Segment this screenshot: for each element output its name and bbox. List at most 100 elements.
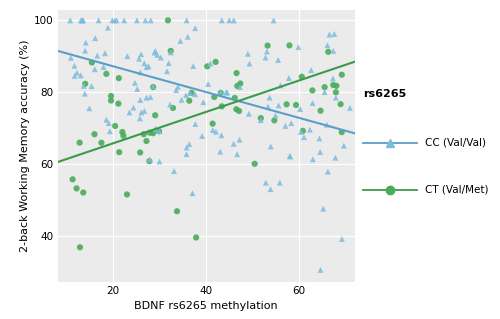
Point [149,130,157,136]
Point [186,142,194,147]
Point [151,113,159,118]
Point [324,49,332,54]
Point [112,18,120,23]
Point [140,61,148,66]
Point [133,18,141,23]
Point [324,169,332,174]
Point [136,150,144,155]
Point [191,26,199,31]
Point [236,85,244,90]
Point [203,64,211,69]
Point [136,97,144,102]
Point [88,84,96,89]
Point [76,140,84,145]
Point [189,63,197,69]
Point [79,18,87,23]
Point [320,85,328,90]
Point [166,48,174,53]
Point [212,129,220,134]
Point [206,61,214,66]
Point [256,118,264,123]
Point [332,90,340,95]
Point [105,121,113,126]
Point [163,69,171,74]
Point [166,102,174,107]
Point [123,192,131,197]
Point [81,81,89,86]
Point [142,64,150,70]
Point [236,81,244,86]
Point [230,141,237,146]
Point [147,18,155,23]
Point [126,110,134,115]
Point [198,133,206,138]
Point [236,137,244,142]
Point [307,68,315,73]
Point [68,177,76,182]
Point [308,100,316,106]
Point [174,84,182,89]
Point [340,143,348,148]
Point [266,187,274,192]
Point [182,145,190,150]
Point [338,236,346,241]
Point [233,83,241,88]
Point [306,127,314,132]
Point [66,18,74,23]
Point [316,149,324,154]
Point [98,140,106,145]
Point [100,64,108,70]
Point [188,191,196,196]
Point [86,106,94,111]
Point [124,54,132,59]
Point [144,64,152,69]
Point [81,48,89,53]
Point [170,168,178,174]
Point [276,180,284,185]
Point [204,81,212,86]
Point [257,115,265,121]
Point [110,18,118,23]
Point [287,121,295,126]
Point [156,129,164,134]
Point [136,116,144,121]
Point [101,51,109,56]
Point [70,73,78,78]
Point [149,84,157,89]
Point [90,132,98,137]
Point [330,31,338,36]
Point [218,104,226,109]
Point [218,133,226,138]
Point [77,73,85,78]
Point [115,150,123,155]
Point [263,49,271,54]
Point [107,93,115,99]
Point [235,108,243,114]
Point [73,70,81,75]
Point [157,55,165,60]
Point [178,97,186,102]
Point [150,50,158,55]
Point [94,18,102,23]
Point [135,56,143,61]
Text: CC (Val/Val): CC (Val/Val) [425,138,486,148]
Point [82,40,90,45]
Point [152,126,160,131]
Point [182,18,190,23]
Point [91,67,99,72]
Point [298,74,306,79]
Y-axis label: 2-back Working Memory accuracy (%): 2-back Working Memory accuracy (%) [20,40,30,252]
Point [131,80,139,85]
Point [155,129,163,134]
Point [169,105,177,110]
Point [262,55,270,60]
Point [72,186,80,191]
Point [182,152,190,157]
Point [246,61,254,66]
Point [78,18,86,23]
Point [316,136,324,141]
Point [250,161,258,166]
Text: CT (Val/Met): CT (Val/Met) [425,185,488,195]
Point [282,102,290,107]
Point [323,122,331,127]
